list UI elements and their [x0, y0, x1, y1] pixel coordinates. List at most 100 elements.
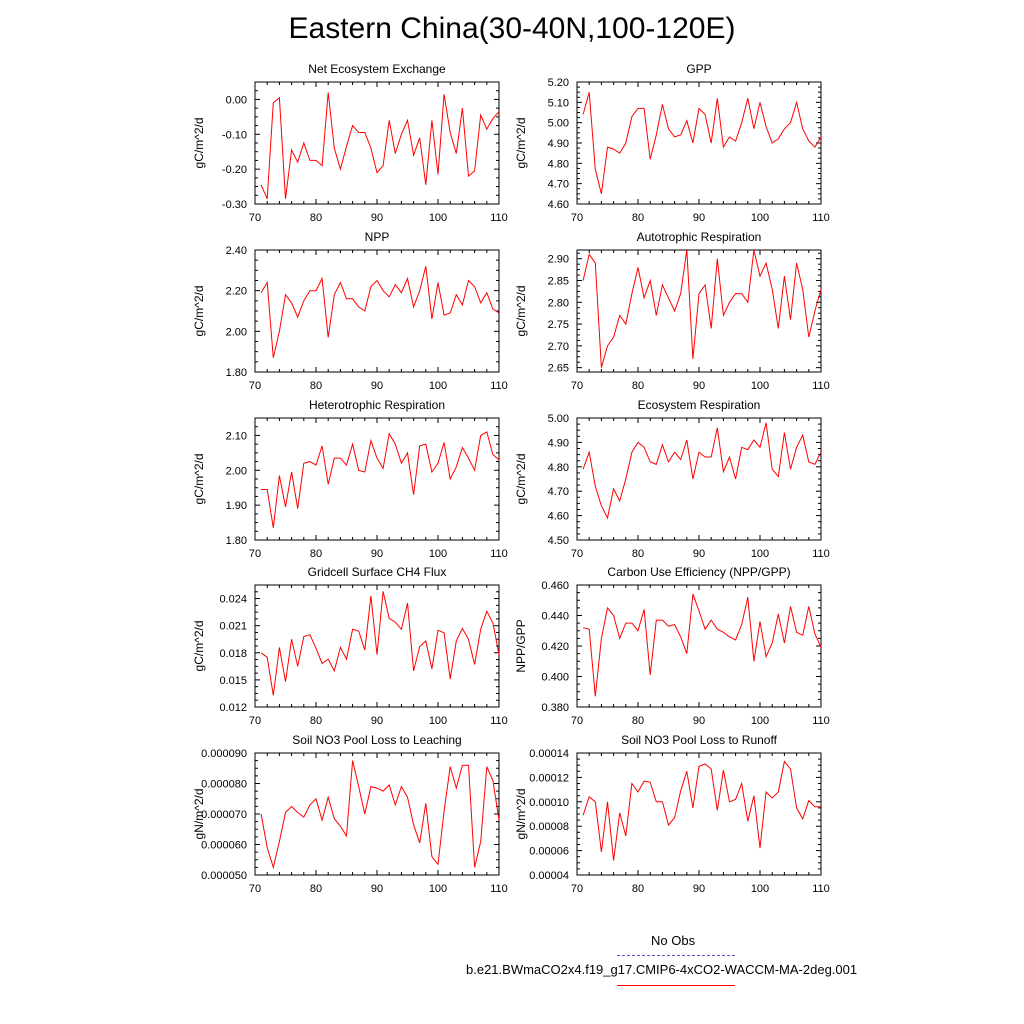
x-tick-label: 80: [310, 883, 322, 895]
plot-frame: [254, 249, 500, 373]
x-tick-label: 110: [812, 212, 830, 224]
y-tick-label: 4.70: [548, 486, 569, 498]
x-tick-label: 80: [310, 715, 322, 727]
page-title: Eastern China(30-40N,100-120E): [288, 12, 736, 45]
y-tick-label: 0.460: [541, 580, 569, 592]
data-series-line: [582, 249, 822, 368]
y-axis-label: gC/m^2/d: [192, 454, 206, 505]
y-tick-label: 4.50: [548, 535, 569, 547]
x-tick-label: 100: [751, 715, 769, 727]
y-tick-label: 0.015: [219, 675, 247, 687]
x-tick-label: 90: [371, 380, 383, 392]
x-tick-label: 110: [812, 883, 830, 895]
y-tick-label: 0.00012: [529, 772, 569, 784]
chart-title: Carbon Use Efficiency (NPP/GPP): [607, 565, 790, 579]
x-tick-label: 70: [571, 380, 583, 392]
y-tick-label: 5.00: [548, 413, 569, 425]
chart-5: Heterotrophic Respiration gC/m^2/d 1.80 1.9…: [192, 398, 508, 560]
y-tick-label: 0.018: [219, 648, 247, 660]
y-tick-label: 2.85: [548, 276, 569, 288]
y-tick-label: 0.00006: [529, 846, 569, 858]
x-tick-label: 110: [490, 715, 508, 727]
y-tick-label: 0.000050: [201, 870, 247, 882]
x-tick-label: 70: [249, 548, 261, 560]
y-tick-label: 5.20: [548, 77, 569, 89]
plot-frame: [254, 584, 500, 708]
y-axis-label: gN/m^2/d: [514, 789, 528, 840]
x-tick-label: 100: [429, 715, 447, 727]
data-series-line: [260, 92, 500, 199]
y-tick-label: -0.30: [222, 199, 247, 211]
plot-frame: [576, 249, 822, 373]
y-tick-label: 0.000090: [201, 748, 247, 760]
y-tick-label: 1.80: [226, 535, 247, 547]
data-series-line: [582, 593, 822, 697]
data-series-line: [260, 760, 500, 870]
y-axis-label: gC/m^2/d: [192, 118, 206, 169]
y-tick-label: 2.20: [226, 286, 247, 298]
x-tick-label: 80: [632, 883, 644, 895]
chart-title: Gridcell Surface CH4 Flux: [308, 565, 447, 579]
chart-8: Carbon Use Efficiency (NPP/GPP) NPP/GPP 0.…: [514, 565, 830, 727]
chart-9: Soil NO3 Pool Loss to LeachinggN/m^2/d0.…: [192, 733, 508, 895]
chart-title: Heterotrophic Respiration: [309, 398, 445, 412]
y-tick-label: 2.40: [226, 245, 247, 257]
y-tick-label: 1.80: [226, 367, 247, 379]
y-axis-label: NPP/GPP: [514, 619, 528, 672]
y-tick-label: 0.012: [219, 702, 247, 714]
y-tick-label: 0.440: [541, 611, 569, 623]
data-series-line: [582, 422, 822, 520]
x-tick-label: 80: [632, 548, 644, 560]
x-tick-label: 70: [249, 212, 261, 224]
x-tick-label: 100: [751, 380, 769, 392]
y-tick-label: 0.420: [541, 641, 569, 653]
x-tick-label: 110: [490, 548, 508, 560]
x-tick-label: 90: [693, 883, 705, 895]
chart-title: Ecosystem Respiration: [638, 398, 761, 412]
x-tick-label: 100: [751, 548, 769, 560]
chart-10: Soil NO3 Pool Loss to RunoffgN/m^2/d0.00…: [514, 733, 830, 895]
chart-6: Ecosystem Respiration gC/m^2/d 4.50 4.60 4.7…: [514, 398, 830, 560]
x-tick-label: 100: [429, 380, 447, 392]
x-tick-label: 110: [812, 380, 830, 392]
x-tick-label: 110: [490, 380, 508, 392]
x-tick-label: 100: [429, 212, 447, 224]
x-tick-label: 90: [371, 715, 383, 727]
y-tick-label: 4.70: [548, 179, 569, 191]
chart-title: Net Ecosystem Exchange: [308, 62, 446, 76]
x-tick-label: 70: [571, 212, 583, 224]
data-series-line: [261, 431, 500, 528]
x-tick-label: 90: [371, 883, 383, 895]
x-tick-label: 80: [632, 715, 644, 727]
x-tick-label: 100: [751, 883, 769, 895]
y-tick-label: 2.90: [548, 254, 569, 266]
x-tick-label: 70: [571, 715, 583, 727]
x-tick-label: 110: [812, 715, 830, 727]
y-tick-label: 0.00: [226, 94, 247, 106]
plot-frame: [576, 584, 822, 708]
y-tick-label: 4.80: [548, 158, 569, 170]
y-axis-label: gC/m^2/d: [514, 454, 528, 505]
y-tick-label: 2.70: [548, 341, 569, 353]
x-tick-label: 80: [310, 212, 322, 224]
y-tick-label: 4.80: [548, 462, 569, 474]
chart-3: NPP gC/m^2/d 1.80 2.00 2.20 2.40 70 80 90 100 110: [192, 230, 508, 392]
chart-title: NPP: [365, 230, 390, 244]
x-tick-label: 90: [693, 715, 705, 727]
y-tick-label: 1.90: [226, 500, 247, 512]
x-tick-label: 90: [693, 548, 705, 560]
y-axis-label: gC/m^2/d: [192, 621, 206, 672]
y-tick-label: -0.10: [222, 129, 247, 141]
x-tick-label: 110: [490, 212, 508, 224]
chart-2: GPP gC/m^2/d 4.60 4.70 4.80 4.90 5.00 5.10 5.20 7…: [514, 62, 830, 224]
x-tick-label: 90: [371, 548, 383, 560]
x-tick-label: 70: [249, 883, 261, 895]
chart-4: Autotrophic Respiration gC/m^2/d 2.65 2.70 2…: [514, 230, 830, 392]
y-tick-label: 0.00004: [529, 870, 569, 882]
chart-1: Net Ecosystem Exchange gC/m^2/d -0.30 -0.20…: [192, 62, 508, 224]
y-tick-label: 0.000070: [201, 809, 247, 821]
x-tick-label: 80: [632, 380, 644, 392]
chart-title: Soil NO3 Pool Loss to Runoff: [621, 733, 778, 747]
data-series-line: [582, 92, 822, 194]
